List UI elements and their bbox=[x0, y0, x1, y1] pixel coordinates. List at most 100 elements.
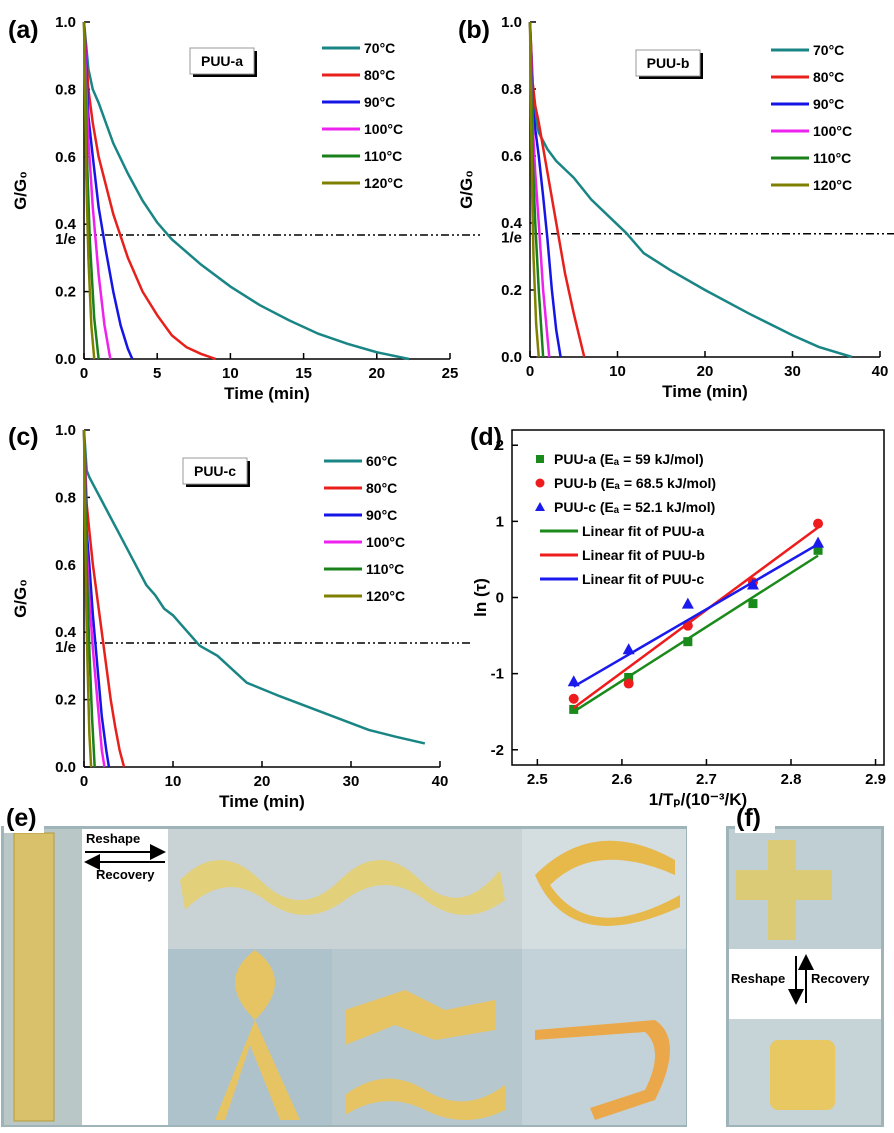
legend-label: PUU-a (Eₐ = 59 kJ/mol) bbox=[554, 451, 704, 467]
legend-swatch bbox=[535, 502, 545, 511]
data-point bbox=[813, 519, 823, 529]
y-tick-label: 0.0 bbox=[55, 759, 76, 776]
cube-shape bbox=[770, 1040, 835, 1110]
x-tick-label: 2.6 bbox=[611, 771, 632, 788]
data-line bbox=[84, 430, 425, 743]
recovery-label: Recovery bbox=[811, 971, 870, 986]
y-tick-label: 0.2 bbox=[55, 284, 76, 301]
y-tick-label: 0.0 bbox=[501, 349, 522, 366]
legend-label: 90°C bbox=[366, 507, 397, 523]
legend-swatch bbox=[536, 479, 545, 488]
photo-panel-f: Reshape Recovery bbox=[726, 826, 884, 1127]
legend-label: Linear fit of PUU-c bbox=[582, 571, 704, 587]
y-tick-label: 0.6 bbox=[501, 148, 522, 165]
x-tick-label: 0 bbox=[80, 365, 88, 382]
label-box-text: PUU-a bbox=[201, 53, 243, 69]
legend-swatch bbox=[536, 455, 544, 463]
legend-label: 80°C bbox=[364, 67, 395, 83]
legend-label: PUU-b (Eₐ = 68.5 kJ/mol) bbox=[554, 475, 716, 491]
y-tick-label: 0.6 bbox=[55, 557, 76, 574]
legend-label: 100°C bbox=[366, 534, 405, 550]
x-tick-label: 15 bbox=[295, 365, 312, 382]
y-tick-label: 2 bbox=[496, 437, 504, 454]
y-axis-label: G/G₀ bbox=[11, 579, 30, 618]
legend-label: 100°C bbox=[364, 121, 403, 137]
x-axis-label: Time (min) bbox=[224, 384, 310, 403]
legend-label: 80°C bbox=[366, 480, 397, 496]
y-tick-label: 0.8 bbox=[55, 489, 76, 506]
y-tick-label: 1.0 bbox=[501, 14, 522, 31]
x-tick-label: 2.7 bbox=[696, 771, 717, 788]
panel-label: (e) bbox=[6, 804, 37, 832]
y-tick-label: 0.2 bbox=[55, 692, 76, 709]
x-tick-label: 5 bbox=[153, 365, 161, 382]
data-point bbox=[682, 598, 694, 609]
legend-label: Linear fit of PUU-a bbox=[582, 523, 704, 539]
panel-label: (a) bbox=[8, 16, 39, 44]
label-box-text: PUU-b bbox=[647, 55, 690, 71]
legend-label: 110°C bbox=[364, 148, 402, 164]
y-tick-label: 0 bbox=[496, 590, 504, 607]
photo-panel-e: Reshape Recovery bbox=[1, 826, 687, 1127]
reference-label: 1/e bbox=[55, 639, 76, 656]
data-line bbox=[530, 22, 584, 357]
x-tick-label: 2.9 bbox=[865, 771, 886, 788]
x-tick-label: 25 bbox=[442, 365, 459, 382]
data-line bbox=[574, 544, 818, 686]
legend-label: 80°C bbox=[813, 69, 844, 85]
x-tick-label: 10 bbox=[165, 773, 182, 790]
y-tick-label: 0.6 bbox=[55, 149, 76, 166]
strip bbox=[14, 833, 54, 1121]
panel-label: (b) bbox=[458, 16, 490, 44]
x-tick-label: 30 bbox=[343, 773, 360, 790]
x-axis-label: Time (min) bbox=[219, 792, 305, 811]
x-axis-label: 1/Tₚ/(10⁻³/K) bbox=[649, 790, 747, 809]
reference-label: 1/e bbox=[501, 230, 522, 247]
y-axis-label: G/G₀ bbox=[457, 170, 476, 209]
x-axis-label: Time (min) bbox=[662, 382, 748, 401]
y-axis-label: ln (τ) bbox=[471, 578, 490, 617]
y-tick-label: -2 bbox=[491, 742, 504, 759]
y-tick-label: 0.0 bbox=[55, 351, 76, 368]
y-tick-label: -1 bbox=[491, 666, 504, 683]
y-tick-label: 0.2 bbox=[501, 282, 522, 299]
x-tick-label: 20 bbox=[368, 365, 385, 382]
x-tick-label: 10 bbox=[609, 363, 626, 380]
legend-label: 120°C bbox=[364, 175, 403, 191]
reference-label: 1/e bbox=[55, 231, 76, 248]
data-point bbox=[569, 694, 579, 704]
x-tick-label: 20 bbox=[697, 363, 714, 380]
legend-label: 90°C bbox=[813, 96, 844, 112]
y-tick-label: 1.0 bbox=[55, 14, 76, 31]
legend-label: 70°C bbox=[364, 40, 395, 56]
x-tick-label: 0 bbox=[526, 363, 534, 380]
x-tick-label: 30 bbox=[784, 363, 801, 380]
legend-label: Linear fit of PUU-b bbox=[582, 547, 705, 563]
y-tick-label: 0.8 bbox=[55, 81, 76, 98]
x-tick-label: 40 bbox=[432, 773, 449, 790]
recovery-label: Recovery bbox=[96, 867, 155, 882]
panel-label: (c) bbox=[8, 423, 39, 451]
x-tick-label: 2.8 bbox=[781, 771, 802, 788]
legend-label: 70°C bbox=[813, 42, 844, 58]
legend-label: 100°C bbox=[813, 123, 852, 139]
legend-label: 60°C bbox=[366, 453, 397, 469]
reshape-label: Reshape bbox=[86, 831, 140, 846]
y-tick-label: 1.0 bbox=[55, 422, 76, 439]
label-box-text: PUU-c bbox=[194, 463, 236, 479]
y-axis-label: G/G₀ bbox=[11, 171, 30, 210]
legend-label: PUU-c (Eₐ = 52.1 kJ/mol) bbox=[554, 499, 715, 515]
y-tick-label: 0.8 bbox=[501, 81, 522, 98]
y-tick-label: 1 bbox=[496, 513, 504, 530]
legend-label: 90°C bbox=[364, 94, 395, 110]
legend-label: 120°C bbox=[813, 177, 852, 193]
x-tick-label: 10 bbox=[222, 365, 239, 382]
x-tick-label: 40 bbox=[872, 363, 889, 380]
reshape-label: Reshape bbox=[731, 971, 785, 986]
x-tick-label: 2.5 bbox=[527, 771, 548, 788]
legend-label: 110°C bbox=[813, 150, 851, 166]
x-tick-label: 0 bbox=[80, 773, 88, 790]
